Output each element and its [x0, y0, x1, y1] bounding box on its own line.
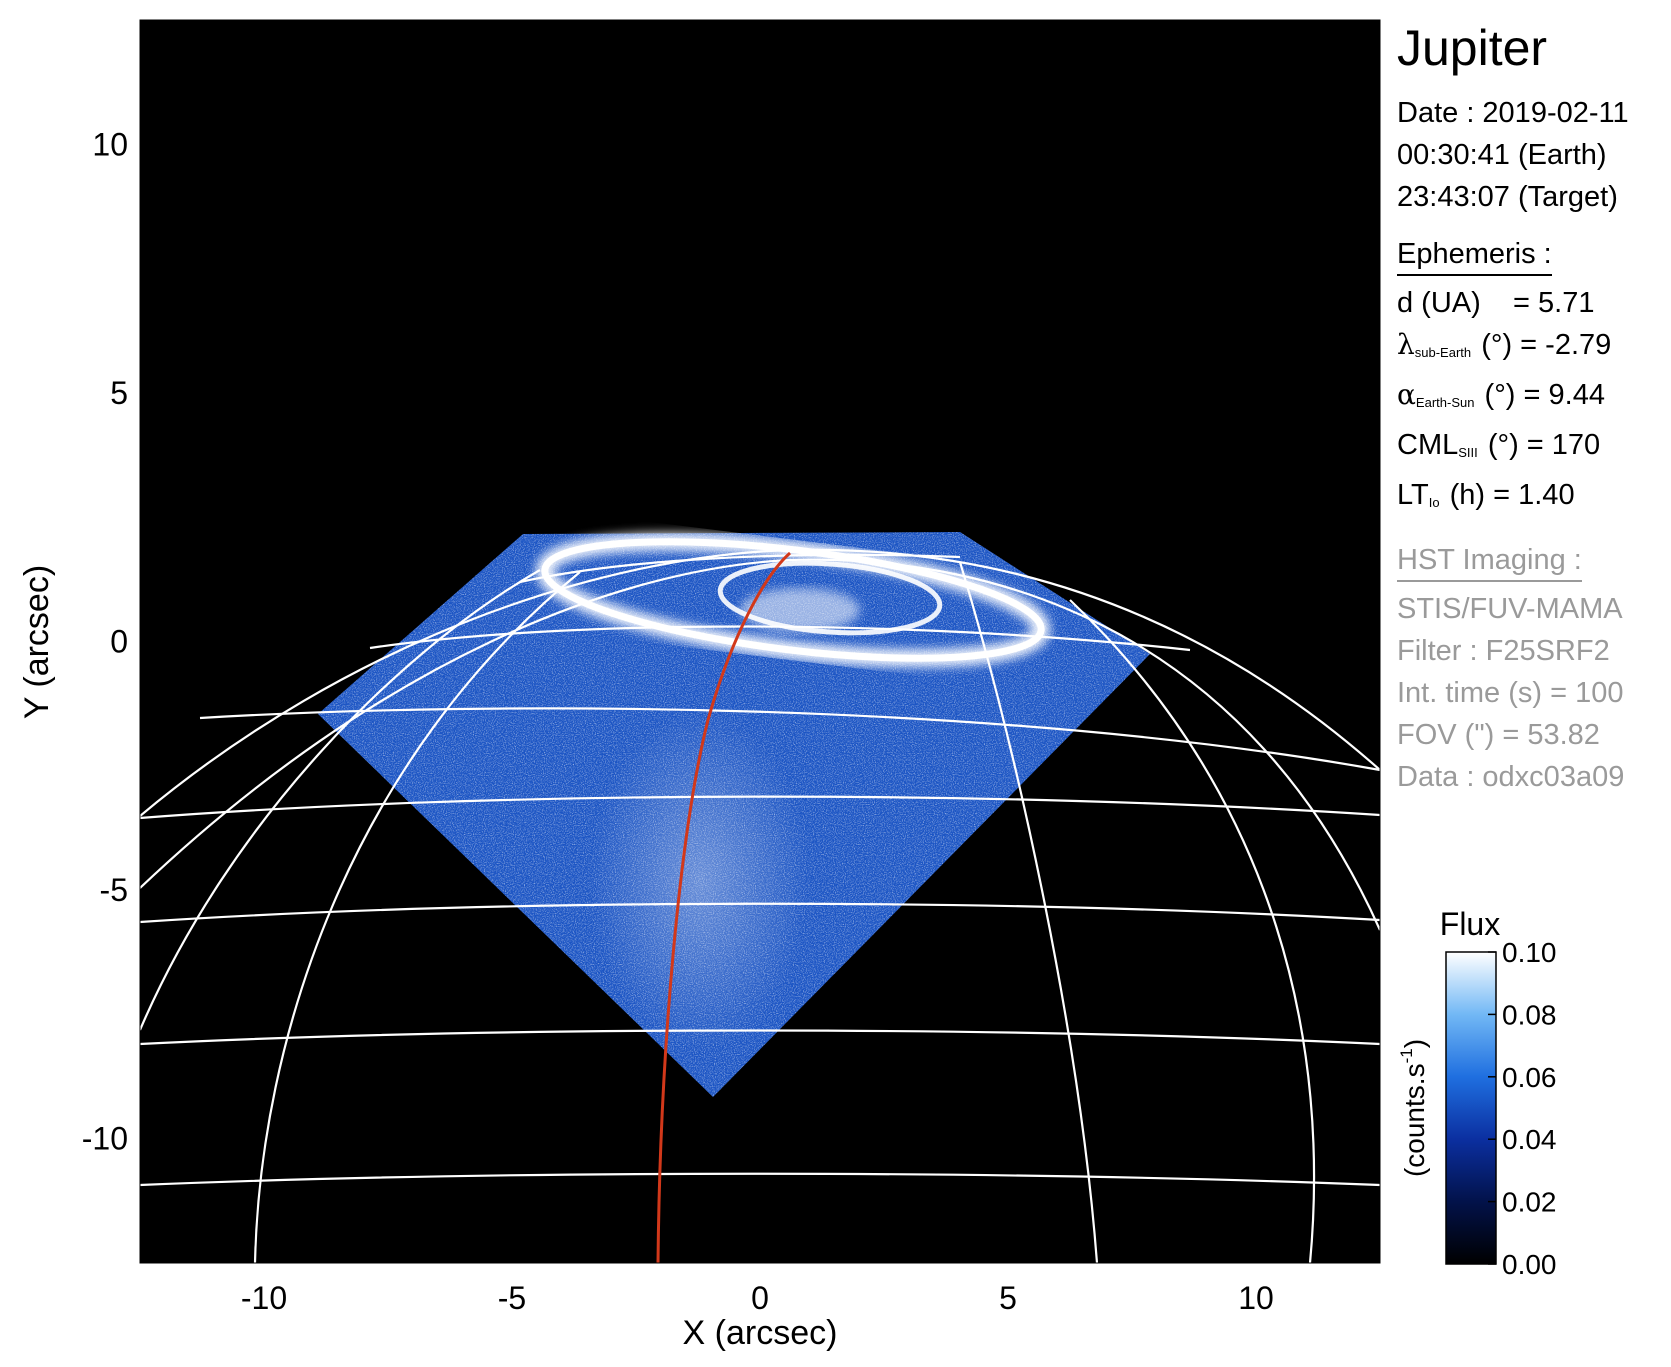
- hst-int-time: Int. time (s) = 100: [1397, 677, 1624, 709]
- ephemeris-latitude: λsub-Earth (°) = -2.79: [1397, 328, 1612, 361]
- colorbar-title: Flux: [1440, 906, 1500, 942]
- y-axis-title: Y (arcsec): [18, 565, 56, 719]
- hst-instrument: STIS/FUV-MAMA: [1397, 593, 1623, 625]
- target-time: 23:43:07 (Target): [1397, 181, 1618, 213]
- target-title: Jupiter: [1397, 20, 1548, 76]
- y-tick-label: -5: [100, 872, 128, 908]
- colorbar: Flux 0.10 0.08 0.06 0.04 0.02 0.00 (counts.s-…: [1397, 906, 1557, 1280]
- grid-meridian-3: [1069, 599, 1316, 1263]
- grid-limb: [140, 548, 1380, 817]
- x-axis-title: X (arcsec): [683, 1314, 838, 1352]
- y-tick-label: 10: [92, 126, 128, 162]
- grid-latitude-6: [140, 1029, 1380, 1046]
- x-tick-label: 10: [1238, 1280, 1274, 1316]
- ephemeris-cml: CMLSIII (°) = 170: [1397, 429, 1601, 461]
- ephemeris-lt: LTIo (h) = 1.40: [1397, 479, 1575, 511]
- hst-filter: Filter : F25SRF2: [1397, 635, 1610, 667]
- colorbar-unit-exponent: -1: [1397, 1048, 1416, 1063]
- colorbar-tick-label: 0.10: [1502, 937, 1557, 968]
- grid-limb-inner: [140, 558, 1380, 931]
- colorbar-tick-label: 0.04: [1502, 1124, 1557, 1155]
- y-tick-label: 0: [110, 624, 128, 660]
- colorbar-bar: [1445, 951, 1497, 1265]
- colorbar-tick-label: 0.06: [1502, 1062, 1557, 1093]
- grid-latitude-4: [140, 795, 1380, 820]
- y-tick-label: -10: [82, 1121, 128, 1157]
- hst-heading: HST Imaging :: [1397, 542, 1582, 582]
- x-tick-label: -5: [498, 1280, 526, 1316]
- colorbar-tick-label: 0.00: [1502, 1249, 1557, 1280]
- colorbar-tick-label: 0.02: [1502, 1187, 1557, 1218]
- observation-date: Date : 2019-02-11: [1397, 97, 1629, 129]
- planet-grid: [140, 548, 1380, 1263]
- hst-fov: FOV (") = 53.82: [1397, 719, 1600, 751]
- colorbar-unit: (counts.s-1): [1397, 1039, 1430, 1177]
- footprint-path: [656, 551, 791, 1263]
- y-axis-ticks: 10 5 0 -5 -10: [82, 126, 150, 1157]
- grid-meridian-2: [958, 561, 1099, 1263]
- grid-meridian-1: [253, 571, 581, 1263]
- hst-data: Data : odxc03a09: [1397, 761, 1625, 793]
- grid-meridian-4: [140, 569, 541, 1031]
- ephemeris-phase: αEarth-Sun (°) = 9.44: [1397, 378, 1605, 411]
- grid-latitude-5: [140, 902, 1380, 924]
- x-tick-label: 0: [751, 1280, 769, 1316]
- grid-latitude-3: [199, 707, 1380, 772]
- x-tick-label: -10: [241, 1280, 287, 1316]
- x-tick-label: 5: [999, 1280, 1017, 1316]
- grid-latitude-1: [519, 553, 961, 584]
- emission-region: [318, 532, 1150, 1097]
- x-axis-ticks: -10 -5 0 5 10: [241, 1253, 1274, 1316]
- colorbar-tick-label: 0.08: [1502, 999, 1557, 1030]
- grid-latitude-7: [140, 1172, 1380, 1187]
- ephemeris-heading: Ephemeris :: [1397, 236, 1552, 276]
- ephemeris-distance: d (UA) = 5.71: [1397, 287, 1595, 319]
- earth-time: 00:30:41 (Earth): [1397, 139, 1607, 171]
- info-panel: Jupiter Date : 2019-02-11 00:30:41 (Eart…: [1397, 18, 1667, 798]
- colorbar-ticks: 0.10 0.08 0.06 0.04 0.02 0.00: [1488, 937, 1557, 1280]
- y-tick-label: 5: [110, 375, 128, 411]
